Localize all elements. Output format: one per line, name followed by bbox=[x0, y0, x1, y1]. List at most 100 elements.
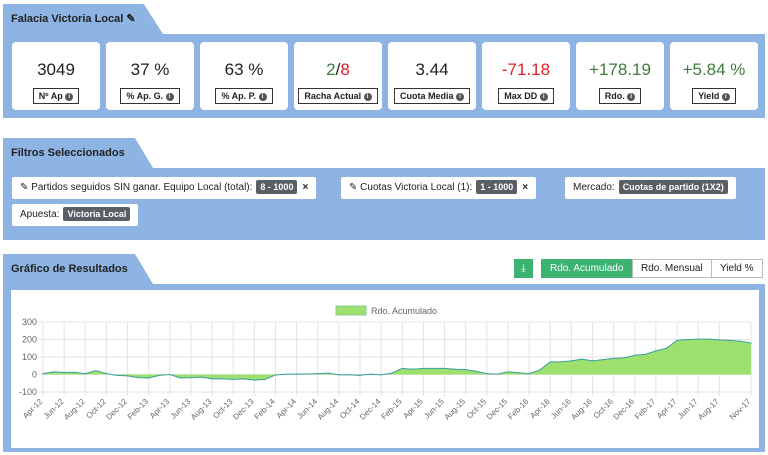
info-icon[interactable]: i bbox=[539, 92, 548, 101]
tab-rdo-mensual[interactable]: Rdo. Mensual bbox=[632, 259, 712, 278]
y-tick-label: 100 bbox=[22, 352, 37, 362]
data-point bbox=[359, 374, 361, 376]
data-point bbox=[708, 338, 710, 340]
data-point bbox=[581, 358, 583, 360]
data-point bbox=[718, 339, 720, 341]
stat-label[interactable]: Max DD i bbox=[498, 88, 554, 104]
info-icon[interactable]: i bbox=[258, 92, 267, 101]
info-icon[interactable]: i bbox=[456, 92, 465, 101]
x-tick-label: Jun-14 bbox=[295, 397, 319, 421]
chart-area: 300 200 100 0 -100 Apr-12 Jun-12 Aug-12 Oct-12 De… bbox=[11, 290, 759, 448]
data-point bbox=[623, 357, 625, 359]
close-icon[interactable]: × bbox=[302, 182, 309, 193]
pencil-icon[interactable]: ✎ bbox=[126, 13, 136, 25]
data-point bbox=[285, 373, 287, 375]
x-tick-label: Dec-16 bbox=[612, 397, 637, 422]
strategy-title-tab: Falacia Victoria Local ✎ bbox=[3, 4, 163, 34]
data-point bbox=[665, 347, 668, 349]
stats-panel: 3049 Nº Ap i 37 % % Ap. G. i 63 % % Ap. P. i 2… bbox=[3, 34, 765, 118]
data-point bbox=[52, 371, 55, 373]
x-tick-label: Feb-13 bbox=[126, 397, 151, 422]
data-point bbox=[232, 378, 234, 380]
filter-partidos[interactable]: ✎ Partidos seguidos SIN ganar. Equipo Lo… bbox=[12, 177, 317, 199]
filter-value: 8 - 1000 bbox=[256, 180, 298, 194]
data-point bbox=[528, 373, 530, 375]
data-point bbox=[327, 372, 329, 374]
stat-label[interactable]: Racha Actual i bbox=[298, 88, 378, 104]
series-line bbox=[42, 338, 752, 381]
x-tick-label: Apr-14 bbox=[275, 397, 299, 421]
stat-value: -71.18 bbox=[501, 60, 551, 79]
tab-yield[interactable]: Yield % bbox=[711, 259, 763, 278]
data-point bbox=[602, 359, 604, 361]
data-point bbox=[158, 374, 160, 376]
data-point bbox=[84, 373, 86, 375]
data-point bbox=[401, 367, 403, 369]
filter-value: Cuotas de partido (1X2) bbox=[618, 180, 728, 194]
data-point bbox=[253, 379, 255, 381]
data-point bbox=[274, 374, 277, 376]
data-point bbox=[750, 342, 752, 344]
tab-rdo-acumulado[interactable]: Rdo. Acumulado bbox=[541, 259, 633, 278]
stat-value: 3049 bbox=[37, 60, 75, 79]
x-tick-label: Apr-13 bbox=[148, 397, 172, 421]
stat-label[interactable]: Rdo. i bbox=[598, 88, 642, 104]
data-point bbox=[306, 373, 308, 375]
x-tick-label: Jun-15 bbox=[422, 397, 446, 421]
x-tick-label: Apr-16 bbox=[528, 397, 552, 421]
filter-value: 1 - 1000 bbox=[476, 180, 518, 194]
stat-label[interactable]: % Ap. G. i bbox=[120, 88, 180, 104]
stat-label[interactable]: Nº Ap i bbox=[32, 88, 80, 104]
x-tick-label: Dec-15 bbox=[485, 397, 510, 422]
stat-label[interactable]: % Ap. P. i bbox=[215, 88, 273, 104]
data-point bbox=[655, 350, 657, 352]
separator: / bbox=[335, 60, 341, 79]
data-point bbox=[634, 354, 636, 356]
x-tick-label: Dec-12 bbox=[104, 397, 129, 422]
data-point bbox=[380, 374, 382, 376]
filter-cuotas[interactable]: ✎ Cuotas Victoria Local (1): 1 - 1000 × bbox=[341, 177, 537, 199]
chart-panel: 300 200 100 0 -100 Apr-12 Jun-12 Aug-12 Oct-12 De… bbox=[3, 284, 765, 452]
filter-label: Apuesta: bbox=[20, 209, 60, 220]
x-tick-label: Aug-14 bbox=[316, 397, 341, 422]
data-point bbox=[560, 361, 562, 363]
stat-value: 63 % bbox=[224, 60, 264, 79]
data-point bbox=[222, 378, 224, 380]
filters-panel: ✎ Partidos seguidos SIN ganar. Equipo Lo… bbox=[3, 168, 765, 240]
info-icon[interactable]: i bbox=[165, 92, 174, 101]
stat-value: 37 % bbox=[130, 60, 170, 79]
x-tick-label: Jun-13 bbox=[169, 397, 193, 421]
data-point bbox=[686, 338, 689, 341]
stat-card: 3049 Nº Ap i bbox=[12, 42, 100, 110]
stat-card: 37 % % Ap. G. i bbox=[106, 42, 194, 110]
data-point bbox=[697, 338, 699, 340]
close-icon[interactable]: × bbox=[522, 182, 529, 193]
x-tick-label: Nov-17 bbox=[728, 397, 753, 422]
x-tick-label: Jun-16 bbox=[549, 397, 573, 421]
info-icon[interactable]: i bbox=[721, 92, 730, 101]
info-icon[interactable]: i bbox=[627, 92, 636, 101]
stat-card: 63 % % Ap. P. i bbox=[200, 42, 288, 110]
stat-card: 2/8 Racha Actual i bbox=[294, 42, 382, 110]
info-icon[interactable]: i bbox=[65, 92, 74, 101]
info-icon[interactable]: i bbox=[363, 92, 372, 101]
stat-label[interactable]: Yield i bbox=[692, 88, 736, 104]
x-tick-label: Jun-12 bbox=[42, 397, 66, 421]
data-point bbox=[739, 340, 742, 342]
data-point bbox=[190, 377, 192, 379]
x-tick-label: Feb-15 bbox=[379, 397, 404, 422]
x-tick-label: Apr-15 bbox=[401, 397, 425, 421]
data-point bbox=[507, 371, 509, 373]
stat-label-text: % Ap. G. bbox=[126, 91, 164, 101]
data-point bbox=[63, 371, 65, 373]
x-tick-label: Dec-14 bbox=[358, 397, 383, 422]
data-point bbox=[369, 373, 372, 375]
stat-label-text: Max DD bbox=[504, 91, 538, 101]
x-tick-label: Aug-12 bbox=[62, 397, 87, 422]
strategy-title: Falacia Victoria Local bbox=[11, 13, 124, 25]
stat-label[interactable]: Cuota Media i bbox=[393, 88, 471, 104]
download-icon[interactable]: ⤓ bbox=[514, 259, 533, 278]
stat-value: 3.44 bbox=[415, 60, 449, 79]
filters-title-tab: Filtros Seleccionados bbox=[3, 138, 153, 168]
filter-label: Partidos seguidos SIN ganar. Equipo Loca… bbox=[31, 182, 253, 193]
